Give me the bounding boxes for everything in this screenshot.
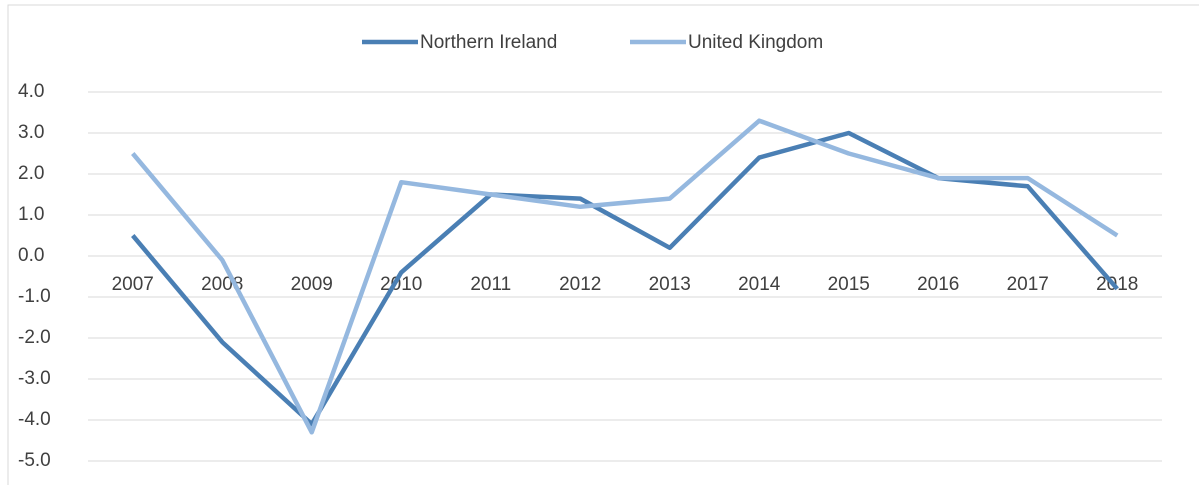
y-tick-label: -4.0 [18,409,51,430]
x-tick-label: 2012 [559,274,601,295]
y-tick-label: 3.0 [18,122,44,143]
y-tick-label: -5.0 [18,450,51,471]
y-tick-label: 0.0 [18,245,44,266]
legend-label: United Kingdom [688,32,823,53]
y-tick-label: 1.0 [18,204,44,225]
x-tick-label: 2014 [738,274,781,295]
x-tick-label: 2010 [380,274,422,295]
y-tick-label: -3.0 [18,368,51,389]
y-tick-label: 2.0 [18,163,44,184]
x-tick-label: 2009 [291,274,333,295]
x-tick-label: 2018 [1096,274,1138,295]
chart-frame [7,4,1199,485]
y-tick-label: 4.0 [18,81,44,102]
y-tick-label: -2.0 [18,327,51,348]
x-tick-label: 2016 [917,274,959,295]
y-tick-label: -1.0 [18,286,51,307]
series-line [131,118,1119,435]
legend-label: Northern Ireland [420,32,557,53]
x-tick-label: 2017 [1007,274,1049,295]
x-tick-label: 2011 [470,274,511,295]
x-tick-label: 2007 [112,274,154,295]
x-tick-label: 2013 [649,274,691,295]
x-tick-label: 2015 [828,274,870,295]
